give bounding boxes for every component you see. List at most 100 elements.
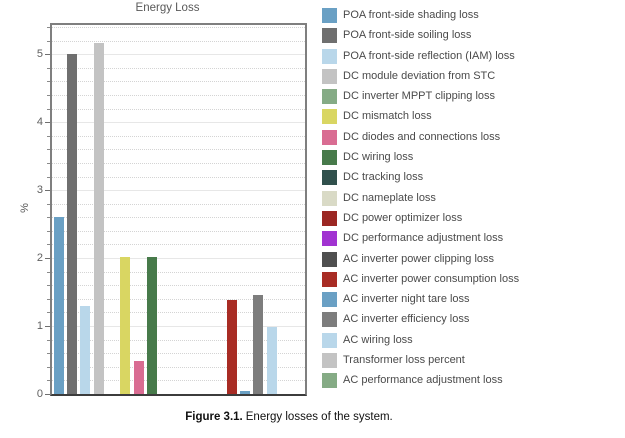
minor-gridline bbox=[52, 217, 305, 219]
legend-label: AC inverter efficiency loss bbox=[343, 313, 470, 326]
legend-label: DC tracking loss bbox=[343, 171, 424, 184]
legend: POA front-side shading loss POA front-sid… bbox=[322, 8, 520, 389]
y-minor-tick bbox=[47, 40, 50, 42]
legend-label: DC module deviation from STC bbox=[343, 69, 496, 82]
legend-item: DC power optimizer loss bbox=[322, 210, 519, 226]
y-major-tick bbox=[45, 326, 50, 328]
legend-swatch bbox=[322, 292, 337, 308]
y-major-tick bbox=[45, 122, 50, 124]
y-minor-tick bbox=[47, 217, 50, 219]
y-minor-tick bbox=[47, 366, 50, 368]
legend-swatch bbox=[322, 210, 337, 226]
legend-swatch bbox=[322, 150, 337, 166]
legend-label: AC inverter power clipping loss bbox=[343, 252, 495, 265]
legend-item: DC diodes and connections loss bbox=[322, 129, 519, 145]
bar-4 bbox=[93, 42, 104, 394]
minor-gridline bbox=[52, 312, 305, 314]
caption-text: Energy losses of the system. bbox=[245, 411, 393, 423]
minor-gridline bbox=[52, 353, 305, 355]
y-tick-label: 4 bbox=[36, 116, 43, 129]
legend-label: AC wiring loss bbox=[343, 333, 413, 346]
y-major-tick bbox=[45, 394, 50, 395]
bar-14 bbox=[226, 299, 237, 394]
legend-swatch bbox=[322, 251, 337, 267]
major-gridline bbox=[52, 326, 305, 328]
y-tick-label: 0 bbox=[36, 388, 43, 400]
legend-item: DC nameplate loss bbox=[322, 190, 519, 206]
bar-6 bbox=[120, 256, 131, 394]
legend-swatch bbox=[322, 231, 337, 247]
minor-gridline bbox=[52, 366, 305, 368]
major-gridline bbox=[52, 122, 305, 124]
y-major-tick bbox=[45, 54, 50, 56]
legend-item: AC performance adjustment loss bbox=[322, 373, 519, 389]
legend-label: POA front-side soiling loss bbox=[343, 29, 472, 42]
minor-gridline bbox=[52, 108, 305, 110]
bar-7 bbox=[133, 361, 144, 394]
legend-swatch bbox=[322, 68, 337, 84]
legend-label: AC inverter power consumption loss bbox=[343, 272, 520, 285]
legend-item: Transformer loss percent bbox=[322, 353, 519, 369]
plot-area bbox=[52, 25, 305, 394]
legend-label: AC performance adjustment loss bbox=[343, 374, 503, 387]
y-minor-tick bbox=[47, 108, 50, 110]
legend-swatch bbox=[322, 190, 337, 206]
legend-item: DC tracking loss bbox=[322, 170, 519, 186]
bar-17 bbox=[266, 327, 277, 394]
legend-label: DC wiring loss bbox=[343, 151, 414, 164]
legend-label: DC mismatch loss bbox=[343, 110, 432, 123]
legend-item: AC inverter power consumption loss bbox=[322, 271, 520, 287]
minor-gridline bbox=[52, 230, 305, 232]
legend-swatch bbox=[322, 48, 337, 64]
legend-swatch bbox=[322, 271, 337, 287]
y-minor-tick bbox=[47, 81, 50, 83]
bar-15 bbox=[240, 390, 251, 394]
minor-gridline bbox=[52, 27, 305, 29]
legend-item: AC inverter efficiency loss bbox=[322, 312, 519, 328]
legend-swatch bbox=[322, 89, 337, 105]
y-minor-tick bbox=[47, 203, 50, 205]
y-minor-tick bbox=[47, 353, 50, 355]
minor-gridline bbox=[52, 298, 305, 300]
minor-gridline bbox=[52, 339, 305, 341]
minor-gridline bbox=[52, 149, 305, 151]
legend-label: DC inverter MPPT clipping loss bbox=[343, 90, 496, 103]
legend-swatch bbox=[322, 332, 337, 348]
minor-gridline bbox=[52, 285, 305, 287]
legend-item: AC inverter power clipping loss bbox=[322, 251, 519, 267]
bar-2 bbox=[66, 54, 77, 394]
legend-item: DC performance adjustment loss bbox=[322, 231, 519, 247]
legend-swatch bbox=[322, 170, 337, 186]
y-minor-tick bbox=[47, 380, 50, 382]
y-minor-tick bbox=[47, 230, 50, 232]
legend-swatch bbox=[322, 373, 337, 389]
y-minor-tick bbox=[47, 271, 50, 273]
minor-gridline bbox=[52, 67, 305, 69]
minor-gridline bbox=[52, 94, 305, 96]
y-minor-tick bbox=[47, 162, 50, 164]
legend-label: Transformer loss percent bbox=[343, 354, 465, 367]
y-minor-tick bbox=[47, 67, 50, 69]
figure-caption: Figure 3.1. Energy losses of the system. bbox=[0, 411, 578, 423]
legend-item: AC wiring loss bbox=[322, 332, 519, 348]
y-tick-label: 1 bbox=[36, 320, 43, 333]
legend-swatch bbox=[322, 109, 337, 125]
y-minor-tick bbox=[47, 285, 50, 287]
legend-swatch bbox=[322, 28, 337, 44]
bar-8 bbox=[146, 256, 157, 394]
legend-item: DC mismatch loss bbox=[322, 109, 519, 125]
legend-label: DC diodes and connections loss bbox=[343, 130, 501, 143]
legend-label: DC performance adjustment loss bbox=[343, 232, 504, 245]
legend-label: POA front-side shading loss bbox=[343, 9, 479, 21]
bar-16 bbox=[253, 294, 264, 394]
legend-item: POA front-side soiling loss bbox=[322, 28, 519, 44]
minor-gridline bbox=[52, 81, 305, 83]
minor-gridline bbox=[52, 40, 305, 42]
y-tick-label: 5 bbox=[36, 48, 43, 61]
legend-swatch bbox=[322, 353, 337, 369]
minor-gridline bbox=[52, 203, 305, 205]
bar-3 bbox=[80, 305, 91, 394]
major-gridline bbox=[52, 190, 305, 192]
y-minor-tick bbox=[47, 339, 50, 341]
major-gridline bbox=[52, 54, 305, 56]
